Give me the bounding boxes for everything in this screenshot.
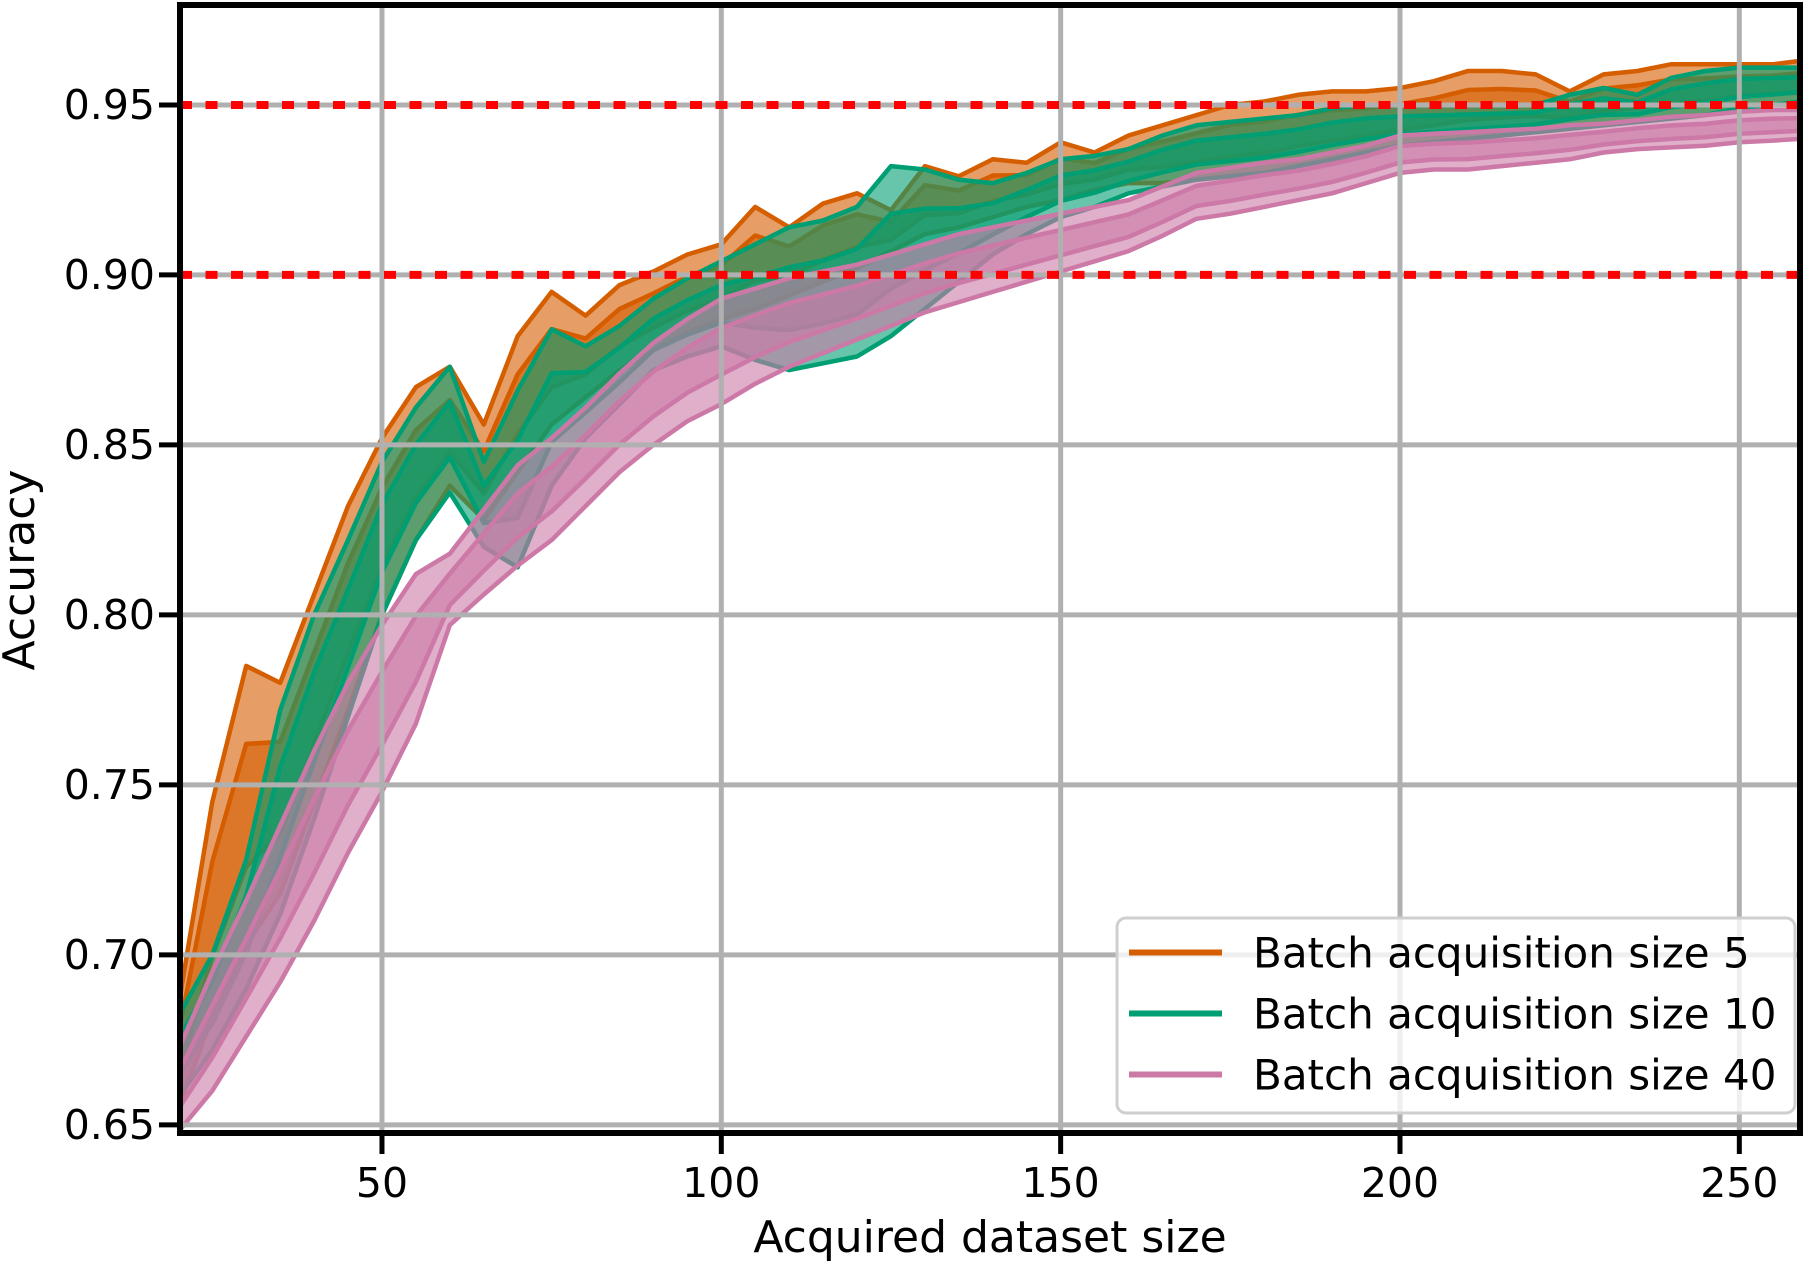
y-tick-label: 0.95 bbox=[64, 81, 155, 129]
y-tick-label: 0.90 bbox=[64, 251, 155, 299]
x-axis-label: Acquired dataset size bbox=[753, 1212, 1227, 1261]
legend-item: Batch acquisition size 10 bbox=[1129, 990, 1776, 1039]
series-bands bbox=[180, 58, 1800, 1133]
x-tick-label: 100 bbox=[682, 1159, 760, 1207]
legend-item: Batch acquisition size 5 bbox=[1129, 929, 1750, 978]
x-tick-label: 50 bbox=[356, 1159, 408, 1207]
axes-frame bbox=[177, 2, 1803, 1136]
y-tick-label: 0.80 bbox=[64, 591, 155, 639]
x-tick-label: 200 bbox=[1361, 1159, 1439, 1207]
y-tick-label: 0.70 bbox=[64, 931, 155, 979]
legend-item: Batch acquisition size 40 bbox=[1129, 1051, 1776, 1100]
legend-label: Batch acquisition size 10 bbox=[1253, 990, 1776, 1039]
legend: Batch acquisition size 5 Batch acquisitio… bbox=[1115, 916, 1797, 1115]
tick-labels: 50 100 150 200 250 0.65 0.70 0.75 0.80 0.85 0.90 0.… bbox=[64, 81, 1779, 1207]
legend-label: Batch acquisition size 5 bbox=[1253, 929, 1750, 978]
y-tick-label: 0.75 bbox=[64, 761, 155, 809]
band-polygon-1 bbox=[180, 107, 1800, 1111]
x-tick-label: 150 bbox=[1022, 1159, 1100, 1207]
series-band-size40 bbox=[180, 107, 1800, 1133]
y-tick-label: 0.85 bbox=[64, 421, 155, 469]
y-axis-label: Accuracy bbox=[0, 469, 45, 671]
legend-label: Batch acquisition size 40 bbox=[1253, 1051, 1776, 1100]
x-tick-label: 250 bbox=[1700, 1159, 1778, 1207]
legend-box bbox=[1115, 916, 1797, 1115]
y-tick-label: 0.65 bbox=[64, 1101, 155, 1149]
tick-marks bbox=[159, 102, 1742, 1154]
